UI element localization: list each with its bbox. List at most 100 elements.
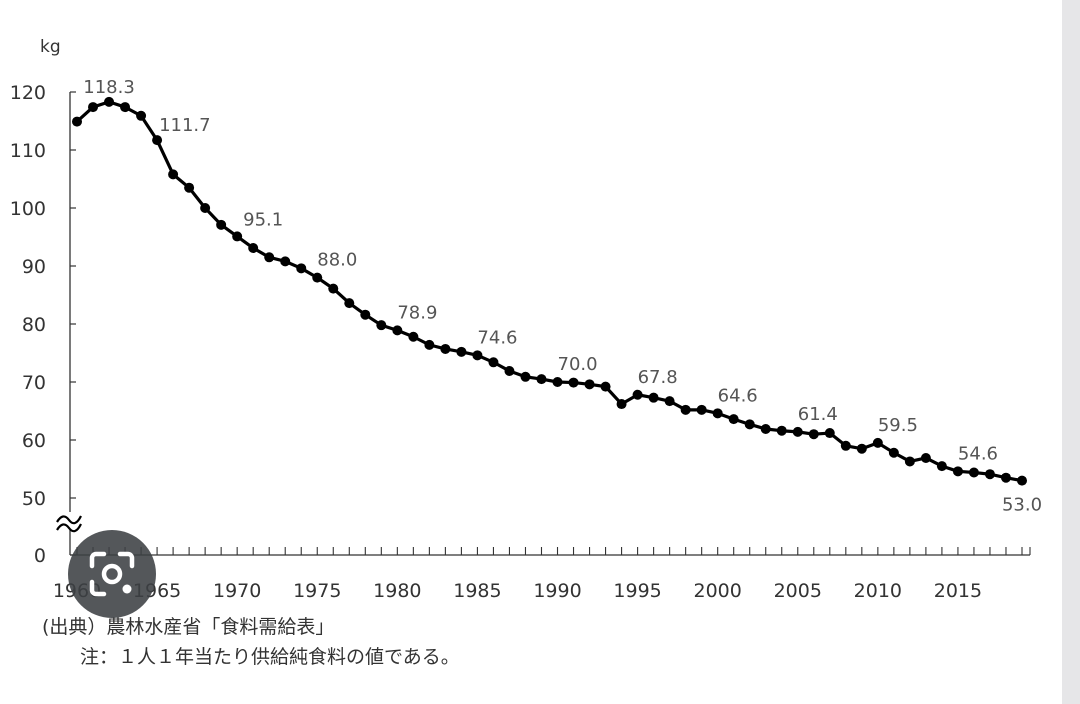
data-label: 54.6 xyxy=(958,443,998,464)
data-point xyxy=(568,377,579,388)
data-point xyxy=(312,272,323,283)
data-point xyxy=(680,404,691,415)
data-point xyxy=(712,408,723,419)
data-point xyxy=(792,426,803,437)
data-point xyxy=(184,182,195,193)
data-point xyxy=(856,443,867,454)
axis-break-mark xyxy=(56,523,82,533)
y-unit-label: kg xyxy=(40,37,61,57)
data-point xyxy=(216,219,227,230)
data-label: 67.8 xyxy=(638,367,678,388)
x-tick-label: 2000 xyxy=(693,580,741,602)
side-scroll-band xyxy=(1062,0,1080,704)
data-point xyxy=(584,379,595,390)
data-point xyxy=(664,396,675,407)
data-point xyxy=(472,350,483,361)
data-point xyxy=(152,135,163,146)
y-tick-label: 120 xyxy=(10,82,46,104)
source-text: (出典）農林水産省「食料需給表」 xyxy=(42,616,335,638)
axis-break-mark xyxy=(56,515,82,525)
data-point xyxy=(504,365,515,376)
x-tick-label: 1990 xyxy=(533,580,581,602)
data-point xyxy=(248,243,259,254)
data-point xyxy=(824,428,835,439)
data-point xyxy=(232,231,243,242)
data-point xyxy=(776,425,787,436)
data-point xyxy=(920,452,931,463)
data-point xyxy=(648,392,659,403)
x-tick-label: 1970 xyxy=(213,580,261,602)
data-point xyxy=(872,437,883,448)
x-tick-label: 1995 xyxy=(613,580,661,602)
data-point xyxy=(296,263,307,274)
x-tick-label: 1975 xyxy=(293,580,341,602)
data-point xyxy=(840,440,851,451)
x-tick-label: 2005 xyxy=(774,580,822,602)
x-tick-label: 2010 xyxy=(854,580,902,602)
y-tick-label: 70 xyxy=(22,372,46,394)
data-label: 61.4 xyxy=(798,404,838,425)
data-point xyxy=(360,309,371,320)
data-point xyxy=(120,102,131,113)
data-point xyxy=(104,96,115,107)
data-point xyxy=(888,447,899,458)
data-point xyxy=(456,346,467,357)
data-point xyxy=(616,399,627,410)
data-point xyxy=(968,467,979,478)
data-point xyxy=(392,325,403,336)
data-point xyxy=(600,381,611,392)
y-tick-label: 60 xyxy=(22,430,46,452)
x-tick-label: 1985 xyxy=(453,580,501,602)
data-point xyxy=(376,320,387,331)
data-label: 59.5 xyxy=(878,415,918,436)
data-point xyxy=(88,102,99,113)
data-point xyxy=(440,343,451,354)
x-tick-label: 1980 xyxy=(373,580,421,602)
data-point xyxy=(408,331,419,342)
data-point xyxy=(904,456,915,467)
y-tick-label: 100 xyxy=(10,198,46,220)
data-point xyxy=(552,377,563,387)
data-point xyxy=(264,252,275,263)
data-label: 95.1 xyxy=(243,209,283,230)
data-point xyxy=(696,404,707,415)
data-point xyxy=(952,466,963,477)
data-label: 74.6 xyxy=(477,327,517,348)
google-lens-icon[interactable] xyxy=(68,530,156,618)
y-tick-label: 90 xyxy=(22,256,46,278)
data-label: 111.7 xyxy=(159,115,211,136)
data-label: 78.9 xyxy=(397,302,437,323)
data-point xyxy=(1000,472,1011,483)
data-point xyxy=(936,461,947,472)
data-point xyxy=(280,256,291,267)
data-point xyxy=(984,469,995,480)
y-tick-label: 0 xyxy=(34,545,46,567)
data-label: 118.3 xyxy=(83,77,135,98)
data-label: 53.0 xyxy=(1002,495,1042,516)
data-point xyxy=(728,414,739,425)
data-point xyxy=(136,110,147,121)
data-point xyxy=(808,429,819,440)
data-point xyxy=(424,339,435,350)
data-point xyxy=(72,116,82,127)
data-point xyxy=(744,419,755,430)
y-tick-label: 50 xyxy=(22,488,46,510)
x-tick-label: 2015 xyxy=(934,580,982,602)
data-point xyxy=(536,374,547,385)
data-point xyxy=(632,389,643,400)
y-tick-label: 80 xyxy=(22,314,46,336)
data-point xyxy=(168,169,179,180)
lens-glyph xyxy=(89,551,135,597)
data-point xyxy=(200,203,211,213)
data-point xyxy=(488,357,499,368)
y-tick-label: 110 xyxy=(10,140,46,162)
data-point xyxy=(760,423,771,434)
data-point xyxy=(520,371,531,382)
data-label: 70.0 xyxy=(558,354,598,375)
data-point xyxy=(1017,475,1027,486)
data-label: 88.0 xyxy=(317,250,357,271)
data-point xyxy=(328,283,339,294)
data-label: 64.6 xyxy=(718,385,758,406)
data-point xyxy=(344,298,355,309)
